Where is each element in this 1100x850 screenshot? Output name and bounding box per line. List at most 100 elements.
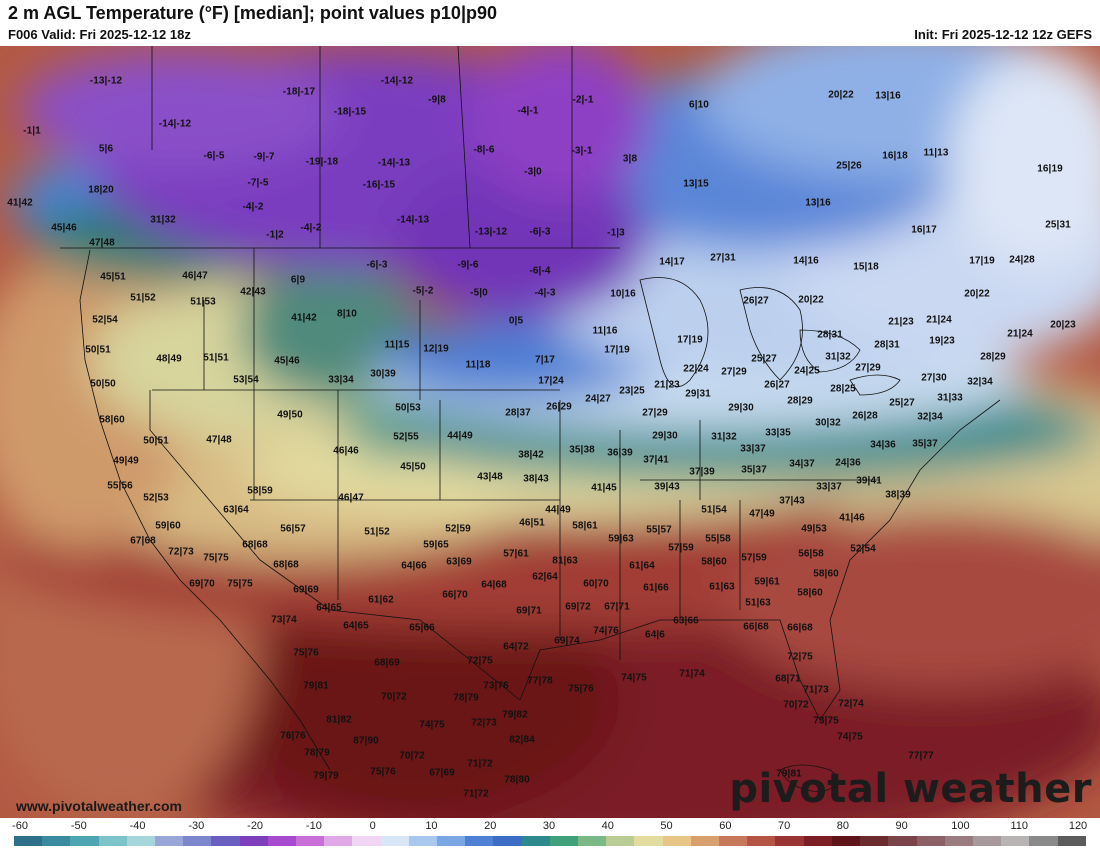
point-value: 16|19 xyxy=(1037,163,1063,175)
point-value: 14|16 xyxy=(793,255,819,267)
point-value: 57|61 xyxy=(503,548,529,560)
point-value: 74|75 xyxy=(419,719,445,731)
point-value: 66|68 xyxy=(787,622,813,634)
point-value: 50|51 xyxy=(85,344,111,356)
point-value: 64|68 xyxy=(481,579,507,591)
colorbar-tick: -20 xyxy=(247,820,264,832)
point-value: 11|16 xyxy=(592,325,618,337)
colorbar-segment xyxy=(155,836,184,846)
valid-time: F006 Valid: Fri 2025-12-12 18z xyxy=(8,27,191,42)
point-value: 59|61 xyxy=(754,576,780,588)
point-value: 58|60 xyxy=(701,556,727,568)
point-value: 57|59 xyxy=(741,552,767,564)
colorbar-tick: -60 xyxy=(12,820,28,832)
colorbar-tick: -40 xyxy=(129,820,146,832)
brand-watermark: pivotal weather xyxy=(729,766,1092,812)
point-value: 17|19 xyxy=(604,344,630,356)
colorbar-segment xyxy=(352,836,381,846)
point-value: 36|39 xyxy=(607,447,633,459)
point-value: 67|71 xyxy=(604,601,630,613)
point-value: -8|-6 xyxy=(473,144,495,156)
point-value: 30|39 xyxy=(370,368,396,380)
point-value: 6|10 xyxy=(689,99,709,111)
colorbar-strip xyxy=(14,836,1086,846)
point-value: 6|9 xyxy=(290,274,306,286)
point-value: 52|59 xyxy=(445,523,471,535)
colorbar-tick: -10 xyxy=(305,820,322,832)
point-value: 20|22 xyxy=(828,89,854,101)
point-value: 74|76 xyxy=(593,625,619,637)
colorbar-segment xyxy=(549,836,579,846)
point-value: 51|63 xyxy=(745,597,771,609)
point-value: 75|76 xyxy=(370,766,396,778)
colorbar-segment xyxy=(408,836,438,846)
point-value: -6|-5 xyxy=(203,150,225,162)
point-value: 47|49 xyxy=(749,508,775,520)
point-value: 44|49 xyxy=(447,430,473,442)
point-value: 20|23 xyxy=(1050,319,1076,331)
point-value: 50|53 xyxy=(395,402,421,414)
point-value: 87|90 xyxy=(353,735,379,747)
point-value: -19|-18 xyxy=(305,156,339,168)
colorbar-segment xyxy=(916,836,945,846)
point-value: 77|77 xyxy=(908,750,934,762)
init-time: Init: Fri 2025-12-12 12z GEFS xyxy=(914,27,1092,42)
point-value: 64|65 xyxy=(343,620,369,632)
point-value: 64|65 xyxy=(316,602,342,614)
point-value: 52|53 xyxy=(143,492,169,504)
point-value: 26|28 xyxy=(852,410,878,422)
point-value: 69|69 xyxy=(293,584,319,596)
colorbar-segment xyxy=(437,836,466,846)
point-value: 26|27 xyxy=(764,379,790,391)
point-value: 25|31 xyxy=(1045,219,1071,231)
point-value: 29|30 xyxy=(652,430,678,442)
point-value: 61|62 xyxy=(368,594,394,606)
point-value: 31|32 xyxy=(825,351,851,363)
point-value: 29|30 xyxy=(728,402,754,414)
point-value: -14|-12 xyxy=(380,75,414,87)
point-value: 11|15 xyxy=(384,339,410,351)
point-value: 13|16 xyxy=(805,197,831,209)
point-value: 32|34 xyxy=(967,376,993,388)
point-value: 28|31 xyxy=(817,329,843,341)
colorbar-segment xyxy=(183,836,212,846)
point-value: -9|-6 xyxy=(457,259,479,271)
point-value: -9|-7 xyxy=(253,151,275,163)
point-value: 27|29 xyxy=(855,362,881,374)
point-value: 41|46 xyxy=(839,512,865,524)
point-value: 59|60 xyxy=(155,520,181,532)
point-value: 51|52 xyxy=(364,526,390,538)
point-value: -14|-13 xyxy=(396,214,430,226)
point-value: 75|75 xyxy=(203,552,229,564)
point-value: 8|10 xyxy=(337,308,357,320)
point-value: 51|54 xyxy=(701,504,727,516)
colorbar-tick: 10 xyxy=(425,820,438,832)
point-value: -14|-13 xyxy=(377,157,411,169)
point-value: 24|28 xyxy=(1009,254,1035,266)
point-value: 41|45 xyxy=(591,482,617,494)
point-value: -13|-12 xyxy=(474,226,508,238)
point-value: 52|54 xyxy=(92,314,118,326)
point-value: 78|79 xyxy=(304,747,330,759)
map-header: 2 m AGL Temperature (°F) [median]; point… xyxy=(0,0,1100,46)
point-value: 48|49 xyxy=(156,353,182,365)
colorbar-segment xyxy=(296,836,325,846)
point-value: 72|73 xyxy=(471,717,497,729)
colorbar-tick: 100 xyxy=(951,820,970,832)
point-value: 74|75 xyxy=(621,672,647,684)
point-value: 20|22 xyxy=(964,288,990,300)
point-value: 79|79 xyxy=(313,770,339,782)
point-value: 21|23 xyxy=(654,379,680,391)
point-value: 21|23 xyxy=(888,316,914,328)
point-value: 69|72 xyxy=(565,601,591,613)
point-value: 70|72 xyxy=(783,699,809,711)
colorbar-segment xyxy=(70,836,99,846)
point-value: 50|50 xyxy=(90,378,116,390)
point-value: 63|69 xyxy=(446,556,472,568)
point-value: 61|64 xyxy=(629,560,655,572)
colorbar-segment xyxy=(521,836,550,846)
point-value: 64|6 xyxy=(645,629,665,641)
point-value: 37|43 xyxy=(779,495,805,507)
point-value: 18|20 xyxy=(88,184,114,196)
point-value: 81|82 xyxy=(326,714,352,726)
